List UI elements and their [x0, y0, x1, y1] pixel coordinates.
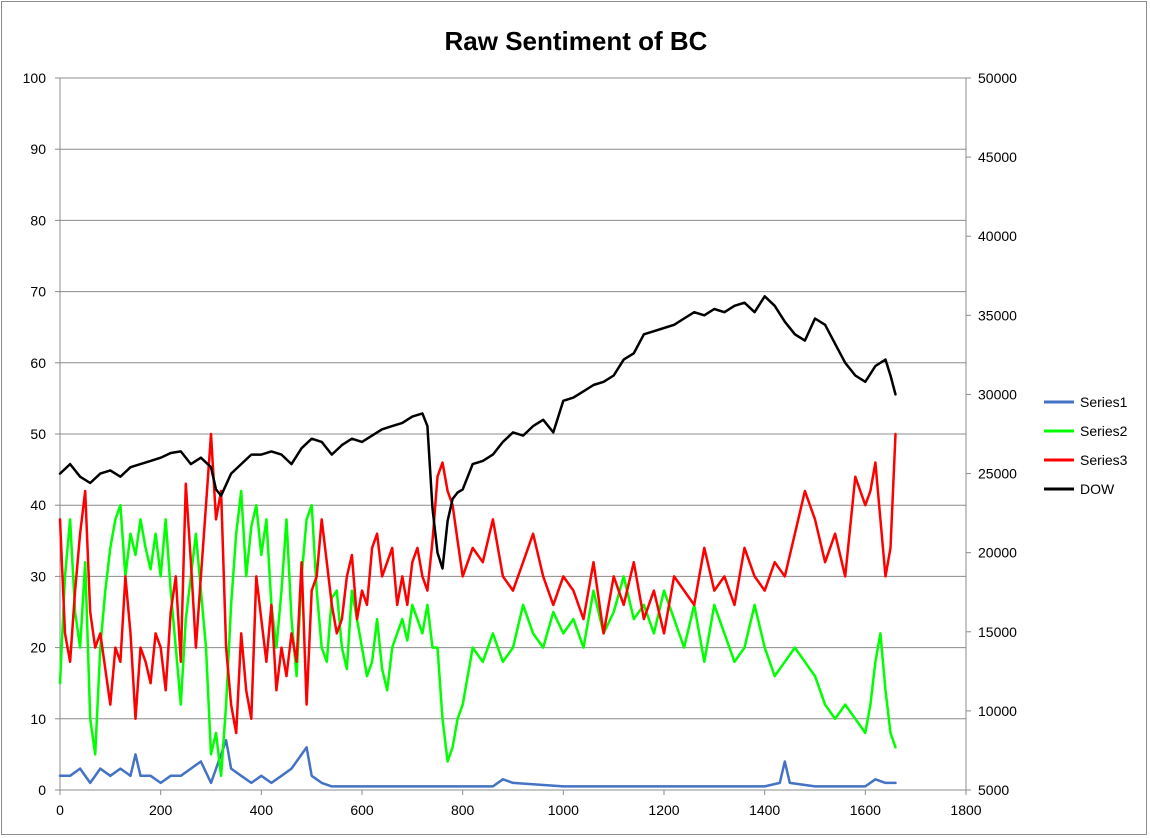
legend-label: Series1 [1080, 394, 1128, 410]
y2-tick-label: 50000 [978, 70, 1017, 86]
y2-tick-label: 40000 [978, 228, 1017, 244]
x-tick-label: 0 [56, 802, 64, 818]
y-tick-label: 70 [30, 284, 46, 300]
y2-tick-label: 15000 [978, 624, 1017, 640]
axes: 0102030405060708090100500010000150002000… [23, 70, 1018, 818]
y-tick-label: 20 [30, 640, 46, 656]
series-lines [58, 295, 897, 788]
y2-tick-label: 25000 [978, 466, 1017, 482]
legend-label: DOW [1080, 481, 1115, 497]
series-line-series2 [58, 489, 897, 778]
x-tick-label: 1400 [749, 802, 780, 818]
chart-title: Raw Sentiment of BC [445, 26, 708, 56]
legend-label: Series2 [1080, 423, 1128, 439]
y2-tick-label: 45000 [978, 149, 1017, 165]
series-line-series3 [58, 432, 897, 735]
x-tick-label: 1600 [850, 802, 881, 818]
y2-tick-label: 5000 [978, 782, 1009, 798]
y-tick-label: 50 [30, 426, 46, 442]
y-tick-label: 80 [30, 212, 46, 228]
y2-tick-label: 20000 [978, 545, 1017, 561]
y2-tick-label: 35000 [978, 307, 1017, 323]
y-tick-label: 60 [30, 355, 46, 371]
legend: Series1 Series2 Series3 DOW [1044, 394, 1128, 497]
y-tick-label: 90 [30, 141, 46, 157]
x-tick-label: 400 [250, 802, 274, 818]
x-tick-label: 600 [350, 802, 374, 818]
y-tick-label: 0 [38, 782, 46, 798]
y-tick-label: 100 [23, 70, 47, 86]
y-tick-label: 40 [30, 497, 46, 513]
y2-tick-label: 10000 [978, 703, 1017, 719]
series-line-dow [58, 295, 897, 570]
grid-lines [60, 77, 966, 720]
series-line-series1 [58, 738, 897, 788]
x-tick-label: 1800 [950, 802, 981, 818]
x-tick-label: 1200 [648, 802, 679, 818]
y-tick-label: 10 [30, 711, 46, 727]
y2-tick-label: 30000 [978, 386, 1017, 402]
x-tick-label: 800 [451, 802, 475, 818]
x-tick-label: 1000 [548, 802, 579, 818]
legend-label: Series3 [1080, 452, 1128, 468]
y-tick-label: 30 [30, 568, 46, 584]
x-tick-label: 200 [149, 802, 173, 818]
